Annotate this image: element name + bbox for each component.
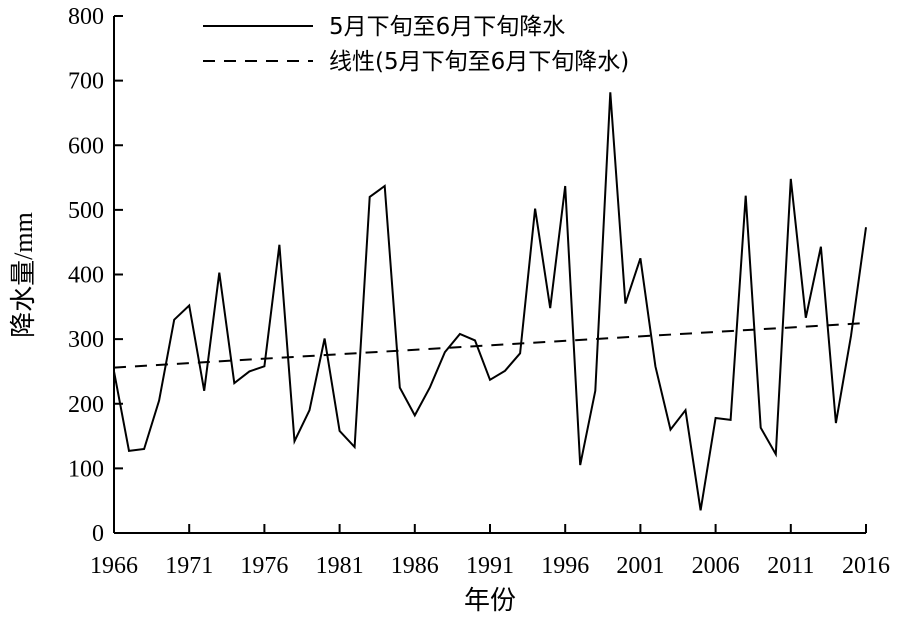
- y-tick-label: 300: [68, 327, 104, 353]
- y-tick-label: 700: [68, 69, 104, 95]
- y-tick-label: 800: [68, 4, 104, 30]
- x-tick-label: 2016: [842, 553, 890, 579]
- x-tick-label: 2001: [616, 553, 664, 579]
- y-ticks: 0 100 200 300 400 500 600 700 800: [68, 4, 123, 547]
- x-tick-label: 2006: [692, 553, 740, 579]
- axes: [113, 16, 866, 534]
- x-tick-label: 1996: [541, 553, 589, 579]
- x-ticks: 1966 1971 1976 1981 1986 1991 1996 2001 2006 2011…: [90, 524, 890, 579]
- x-tick-label: 1971: [165, 553, 213, 579]
- y-tick-label: 0: [92, 521, 104, 547]
- legend-label-series-2: 线性(5月下旬至6月下旬降水): [329, 49, 629, 75]
- x-tick-label: 1986: [391, 553, 439, 579]
- x-tick-label: 1976: [240, 553, 288, 579]
- y-tick-label: 600: [68, 133, 104, 159]
- series-layer: [113, 92, 867, 511]
- y-tick-label: 500: [68, 198, 104, 224]
- x-axis-title: 年份: [464, 586, 516, 615]
- x-tick-label: 1966: [90, 553, 138, 579]
- legend-label-series-1: 5月下旬至6月下旬降水: [329, 14, 565, 40]
- legend: 5月下旬至6月下旬降水 线性(5月下旬至6月下旬降水): [203, 14, 629, 75]
- x-tick-label: 1991: [466, 553, 514, 579]
- x-tick-label: 2011: [767, 553, 814, 579]
- y-tick-label: 200: [68, 392, 104, 418]
- y-tick-label: 100: [68, 456, 104, 482]
- y-tick-label: 400: [68, 263, 104, 289]
- y-axis-title: 降水量/mm: [9, 212, 38, 338]
- precipitation-line: [113, 92, 867, 511]
- x-tick-label: 1981: [316, 553, 364, 579]
